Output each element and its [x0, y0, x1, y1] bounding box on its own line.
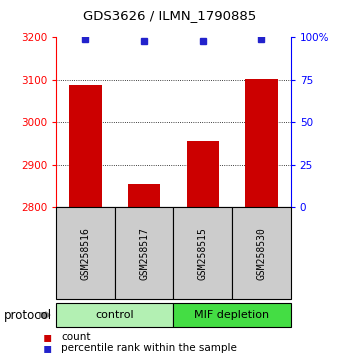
Text: GDS3626 / ILMN_1790885: GDS3626 / ILMN_1790885 [83, 10, 257, 22]
Text: MIF depletion: MIF depletion [194, 310, 270, 320]
Text: percentile rank within the sample: percentile rank within the sample [61, 343, 237, 353]
Bar [69, 85, 102, 207]
Text: control: control [96, 310, 134, 320]
Text: protocol: protocol [3, 309, 52, 321]
Text: ▪: ▪ [42, 330, 52, 344]
Text: GSM258530: GSM258530 [256, 227, 266, 280]
Text: count: count [61, 332, 91, 342]
Text: GSM258516: GSM258516 [81, 227, 90, 280]
Bar [187, 141, 219, 207]
Text: ▪: ▪ [42, 341, 52, 354]
Text: GSM258517: GSM258517 [139, 227, 149, 280]
Bar [245, 79, 277, 207]
Bar [128, 184, 160, 207]
Text: GSM258515: GSM258515 [198, 227, 208, 280]
